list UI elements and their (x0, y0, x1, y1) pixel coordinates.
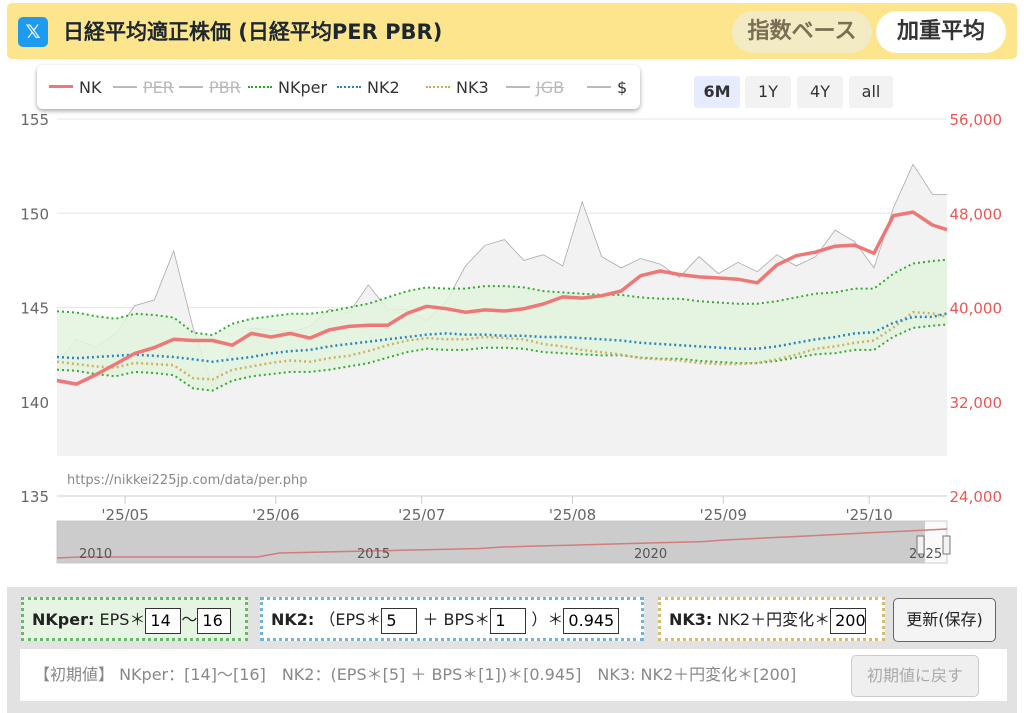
nk3-text: NK2＋円変化＊ (717, 610, 831, 629)
right-axis-tick-label: 24,000 (950, 488, 1003, 506)
default-values-label: 【初期値】 NKper：[14]〜[16] NK2：(EPS＊[5] ＋ BPS… (34, 665, 797, 684)
legend-item-per[interactable]: PER (113, 79, 174, 97)
nkper-min-input[interactable]: 14 (145, 607, 182, 634)
range-1y-button[interactable]: 1Y (745, 76, 791, 108)
legend-swatch (179, 85, 203, 88)
x-tick-label: '25/06 (252, 506, 299, 524)
range-6m-button[interactable]: 6M (694, 76, 740, 108)
right-axis-tick-label: 40,000 (950, 300, 1003, 318)
reset-defaults-button[interactable]: 初期値に戻す (851, 655, 979, 697)
legend-label: NK2 (367, 78, 400, 97)
legend-label: $ (617, 78, 628, 97)
nk2-eps-input[interactable]: 5 (381, 607, 418, 634)
navigator-series-line (56, 528, 948, 559)
legend-swatch (113, 85, 137, 88)
nkper-eps-text: EPS＊ (99, 610, 146, 629)
legend-item-nkper[interactable]: NKper (248, 79, 327, 97)
default-values-text: 【初期値】 NKper：[14]〜[16] NK2：(EPS＊[5] ＋ BPS… (20, 649, 1007, 701)
nk2-bps-input[interactable]: 1 (490, 607, 527, 634)
navigator-label: 2020 (634, 547, 667, 562)
nk2-mult-input[interactable]: 0.945 (563, 607, 620, 634)
weighted-average-button[interactable]: 加重平均 (876, 11, 1006, 53)
legend-swatch (248, 85, 272, 88)
nk2-bps-text: ＋ BPS＊ (422, 610, 491, 629)
navigator-label: 2015 (357, 547, 390, 562)
nk3-settings: NK3: NK2＋円変化＊ 200 (658, 597, 885, 641)
right-axis-tick-label: 56,000 (950, 111, 1003, 129)
x-tick-label: '25/08 (549, 506, 596, 524)
index-base-button[interactable]: 指数ベース (732, 11, 872, 53)
x-share-icon[interactable]: 𝕏 (18, 17, 48, 47)
legend-swatch (337, 85, 361, 88)
nkper-label: NKper: (32, 610, 95, 629)
legend-item-jgb[interactable]: JGB (506, 79, 564, 97)
x-tick-label: '25/10 (846, 506, 893, 524)
left-axis-tick-label: 145 (20, 300, 49, 318)
legend-label: NKper (278, 78, 328, 97)
legend-item-pbr[interactable]: PBR (179, 79, 241, 97)
update-save-button[interactable]: 更新(保存) (893, 598, 996, 642)
legend-label: JGB (536, 78, 565, 97)
x-tick-label: '25/09 (700, 506, 747, 524)
nkper-max-input[interactable]: 16 (197, 607, 232, 634)
nk2-settings: NK2: （EPS＊ 5 ＋ BPS＊ 1 ）＊ 0.945 (260, 597, 644, 641)
legend-swatch (426, 85, 450, 88)
page-title: 日経平均適正株価 (日経平均PER PBR) (63, 20, 443, 44)
chart-legend: NK PER PBR NKper NK2 NK3 JGB $ (37, 65, 640, 109)
nk3-label: NK3: (669, 610, 713, 629)
watermark-url: https://nikkei225jp.com/data/per.php (67, 473, 308, 488)
legend-label: PBR (209, 78, 241, 97)
nkper-settings: NKper: EPS＊ 14 〜 16 (21, 597, 248, 641)
navigator-label: 2010 (79, 547, 112, 562)
left-axis-tick-label: 155 (20, 111, 49, 129)
x-tick-label: '25/07 (398, 506, 445, 524)
legend-label: PER (143, 78, 174, 97)
range-all-button[interactable]: all (849, 76, 893, 108)
legend-label: NK3 (456, 78, 489, 97)
legend-item-usd[interactable]: $ (587, 79, 627, 97)
right-axis-tick-label: 48,000 (950, 205, 1003, 223)
legend-item-nk[interactable]: NK (49, 79, 101, 97)
nkper-band (57, 259, 947, 391)
nkper-sep: 〜 (181, 610, 198, 629)
navigator-label: 2025 (909, 547, 942, 562)
range-4y-button[interactable]: 4Y (797, 76, 843, 108)
chart-svg: 135 140 145 150 155 24,000 32,000 40,000 48,000 5… (20, 111, 1003, 564)
nk2-mult-text: ）＊ (531, 610, 564, 629)
navigator-mask (57, 521, 925, 563)
header-bar: 𝕏 日経平均適正株価 (日経平均PER PBR) 指数ベース 加重平均 (7, 3, 1017, 59)
navigator-right-handle[interactable] (942, 535, 951, 555)
nk2-label: NK2: (271, 610, 315, 629)
left-axis-tick-label: 140 (20, 394, 49, 412)
left-axis-tick-label: 150 (20, 205, 49, 223)
left-axis-tick-label: 135 (20, 488, 49, 506)
navigator-left-handle[interactable] (916, 535, 925, 555)
legend-item-nk3[interactable]: NK3 (426, 79, 489, 97)
legend-label: NK (79, 78, 102, 97)
x-tick-label: '25/05 (101, 506, 148, 524)
nkper-upper-line (56, 258, 948, 337)
nk3-mult-input[interactable]: 200 (830, 607, 867, 634)
chart-container: 135 140 145 150 155 24,000 32,000 40,000 48,000 5… (7, 59, 1017, 587)
right-axis-tick-label: 32,000 (950, 394, 1003, 412)
nk2-eps-text: （EPS＊ (319, 610, 382, 629)
legend-swatch (49, 85, 73, 88)
legend-swatch (506, 85, 530, 88)
nk-series-line (56, 210, 948, 386)
legend-item-nk2[interactable]: NK2 (337, 79, 400, 97)
legend-swatch (587, 85, 611, 88)
settings-panel: NKper: EPS＊ 14 〜 16 NK2: （EPS＊ 5 ＋ BPS＊ 1 ）＊ 0… (7, 587, 1017, 713)
